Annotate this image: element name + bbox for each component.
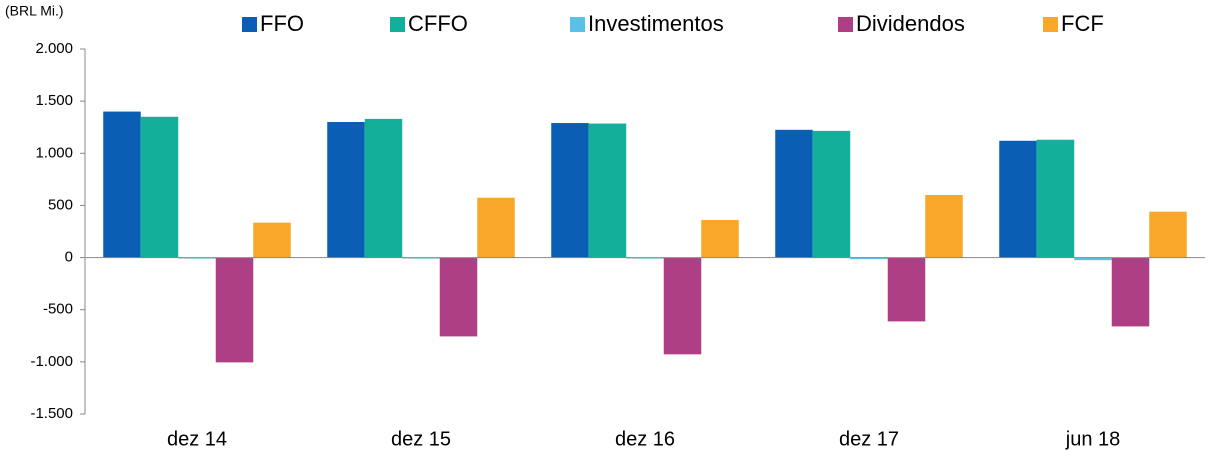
bar: [1036, 139, 1075, 258]
y-tick-label: -1.000: [30, 353, 73, 370]
y-axis-label: (BRL Mi.): [5, 3, 64, 19]
bar: [812, 130, 851, 258]
x-tick-label: dez 15: [391, 428, 451, 450]
bar: [999, 140, 1037, 258]
bar: [551, 123, 589, 258]
x-tick-label: jun 18: [1065, 428, 1121, 450]
bar: [327, 122, 365, 258]
x-tick-label: dez 17: [839, 428, 899, 450]
legend-label: FFO: [260, 11, 304, 36]
legend-swatch: [1043, 17, 1058, 32]
legend-label: Investimentos: [588, 11, 724, 36]
legend-swatch: [242, 17, 257, 32]
y-tick-label: 1.500: [35, 92, 73, 109]
bar: [477, 197, 515, 258]
legend-swatch: [390, 17, 405, 32]
bar: [1111, 257, 1150, 327]
y-tick-label: -1.500: [30, 405, 73, 422]
legend-label: CFFO: [408, 11, 468, 36]
bar: [663, 257, 702, 355]
bar: [439, 257, 478, 337]
legend-label: Dividendos: [856, 11, 965, 36]
bar: [925, 195, 963, 258]
bar: [364, 118, 403, 258]
bar: [887, 257, 926, 322]
bar: [140, 116, 179, 258]
y-tick-label: 2.000: [35, 40, 73, 57]
bar: [775, 129, 813, 258]
legend-swatch: [570, 17, 585, 32]
bar: [1149, 211, 1187, 258]
bar: [850, 257, 888, 260]
bar: [588, 123, 627, 258]
bar: [701, 220, 739, 258]
bar: [1074, 257, 1112, 261]
x-tick-label: dez 14: [167, 428, 227, 450]
y-tick-label: -500: [43, 301, 73, 318]
legend-swatch: [838, 17, 853, 32]
bar: [215, 257, 254, 363]
y-tick-label: 0: [65, 249, 73, 266]
y-tick-label: 1.000: [35, 144, 73, 161]
legend-label: FCF: [1061, 11, 1104, 36]
x-tick-label: dez 16: [615, 428, 675, 450]
y-tick-label: 500: [48, 196, 73, 213]
bar: [103, 111, 141, 258]
bar: [253, 222, 291, 258]
